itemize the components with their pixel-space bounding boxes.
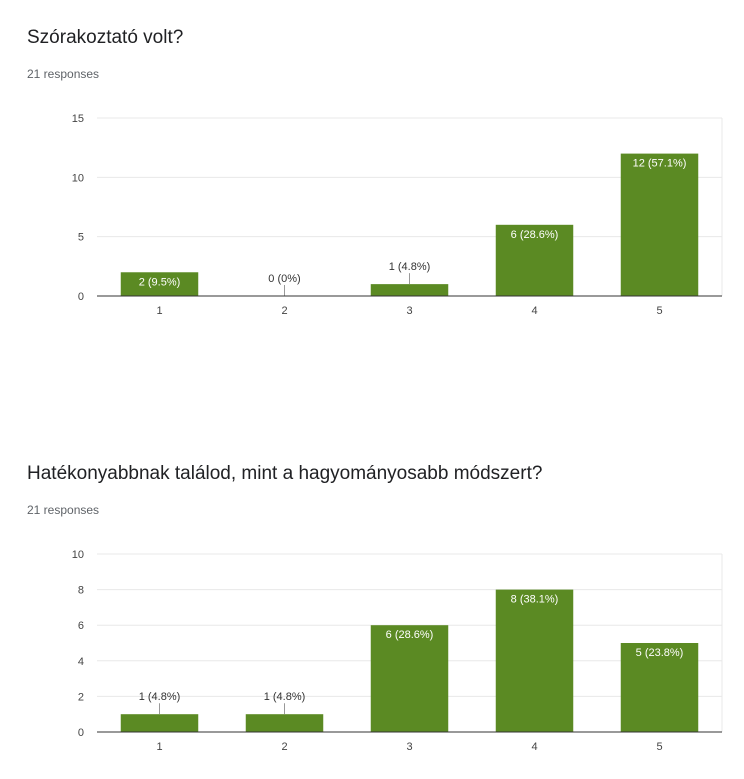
y-tick-label: 0 [78,727,84,739]
question-block-2: Hatékonyabbnak találod, mint a hagyomány… [27,462,727,518]
data-label: 0 (0%) [268,273,300,285]
data-label: 2 (9.5%) [139,276,181,288]
bar [620,153,699,296]
data-label: 6 (28.6%) [511,229,559,241]
bar [495,224,574,296]
x-tick-label: 5 [656,305,662,317]
y-tick-label: 15 [72,113,84,125]
data-label: 12 (57.1%) [633,158,687,170]
bar [620,643,699,732]
data-label: 6 (28.6%) [386,629,434,641]
y-tick-label: 0 [78,291,84,303]
data-label: 1 (4.8%) [264,691,306,703]
x-tick-label: 1 [156,741,162,753]
y-tick-label: 5 [78,232,84,244]
data-label: 5 (23.8%) [636,647,684,659]
response-count: 21 responses [27,503,100,517]
bar-chart-1: 0 5 10 15 2 (9.5%) 1 0 (0%) 2 1 (4.8%) 3 6 (28.6%)… [72,113,723,317]
data-label: 8 (38.1%) [511,594,559,606]
x-tick-label: 3 [406,741,412,753]
y-tick-label: 10 [72,549,84,561]
bar [120,272,199,296]
x-tick-label: 4 [531,741,537,753]
bar [370,284,449,296]
bar [120,714,199,732]
y-tick-label: 4 [78,656,84,668]
question-title: Szórakoztató volt? [27,27,184,48]
bar-chart-2: 0 2 4 6 8 10 1 (4.8%) 1 1 (4.8%) 2 6 (28.6%) 3 8 (38… [72,549,723,753]
y-tick-label: 6 [78,620,84,632]
x-tick-label: 1 [156,305,162,317]
bar [495,589,574,732]
x-tick-label: 4 [531,305,537,317]
response-count: 21 responses [27,67,100,81]
x-tick-label: 2 [281,741,287,753]
question-title: Hatékonyabbnak találod, mint a hagyomány… [27,463,543,484]
bar [370,625,449,732]
x-tick-label: 5 [656,741,662,753]
x-tick-label: 2 [281,305,287,317]
data-label: 1 (4.8%) [389,261,431,273]
data-label: 1 (4.8%) [139,691,181,703]
y-tick-label: 8 [78,585,84,597]
y-tick-label: 10 [72,172,84,184]
x-tick-label: 3 [406,305,412,317]
question-block-1: Szórakoztató volt? 21 responses [27,26,727,82]
y-tick-label: 2 [78,691,84,703]
bar [245,714,324,732]
